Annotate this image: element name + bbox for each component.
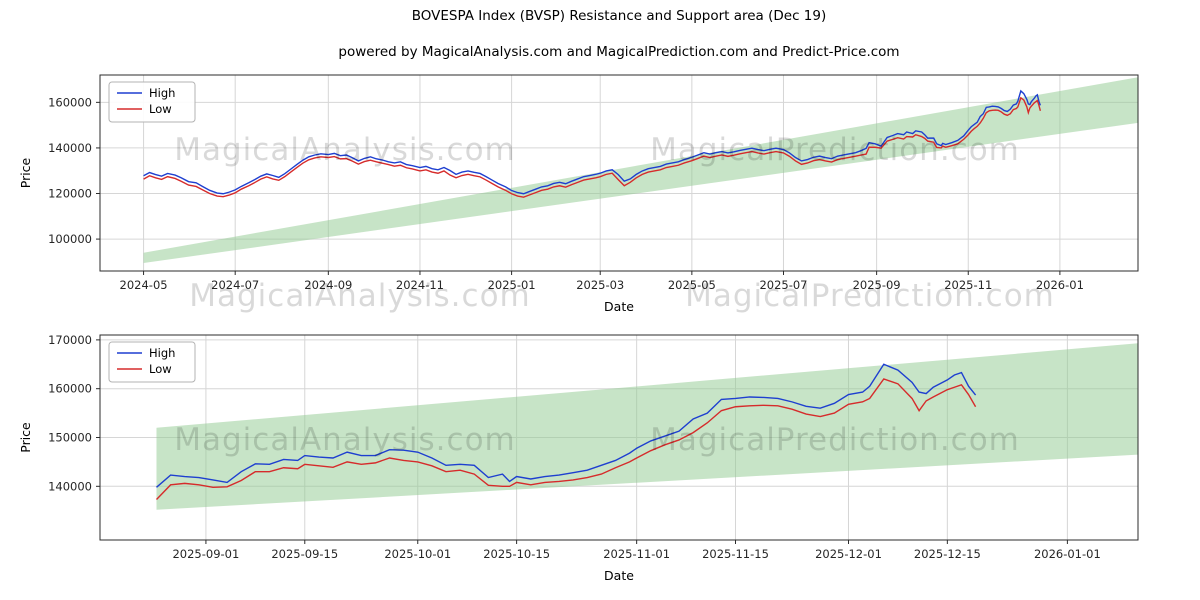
top-chart: 100000 120000 140000 160000 2024-05 2024-07 20…	[18, 74, 1139, 314]
legend: High Low	[108, 81, 196, 123]
x-tick-label: 2025-01	[488, 278, 536, 292]
x-tick-label: 2025-09	[853, 278, 901, 292]
legend-label-high: High	[149, 86, 175, 100]
legend: High Low	[108, 341, 196, 383]
x-tick-label: 2024-09	[304, 278, 352, 292]
low-line	[143, 96, 1042, 198]
legend-box	[108, 341, 196, 383]
high-line	[143, 89, 1042, 195]
bottom-chart: 140000 150000 160000 170000 2025-09-01 2025-0…	[18, 333, 1139, 583]
x-tick-label: 2024-11	[396, 278, 444, 292]
x-tick-label: 2024-05	[120, 278, 168, 292]
x-tick-label: 2026-01-01	[1034, 547, 1101, 561]
x-tick-label: 2024-07	[211, 278, 259, 292]
y-axis-label: Price	[18, 422, 33, 453]
x-tick-label: 2025-10-15	[483, 547, 550, 561]
y-tick-label: 160000	[48, 382, 92, 396]
high-line	[156, 363, 977, 488]
low-line	[155, 378, 977, 500]
x-tick-label: 2026-01	[1036, 278, 1084, 292]
x-tick-label: 2025-12-15	[914, 547, 981, 561]
x-tick-label: 2025-09-01	[172, 547, 239, 561]
legend-label-high: High	[149, 346, 175, 360]
chart-title: BOVESPA Index (BVSP) Resistance and Supp…	[411, 8, 827, 24]
legend-label-low: Low	[149, 362, 172, 376]
x-axis-label: Date	[604, 299, 634, 314]
y-tick-label: 160000	[48, 95, 92, 109]
support-resistance-band	[156, 343, 1138, 510]
x-tick-label: 2025-03	[576, 278, 624, 292]
y-tick-label: 140000	[48, 141, 92, 155]
chart-subtitle: powered by MagicalAnalysis.com and Magic…	[338, 44, 900, 60]
x-tick-label: 2025-10-01	[384, 547, 451, 561]
x-tick-label: 2025-09-15	[271, 547, 338, 561]
plot-border	[99, 74, 1139, 272]
x-tick-label: 2025-07	[759, 278, 807, 292]
x-axis-label: Date	[604, 568, 634, 583]
x-tick-label: 2025-12-01	[815, 547, 882, 561]
y-tick-label: 120000	[48, 187, 92, 201]
legend-box	[108, 81, 196, 123]
y-tick-label: 150000	[48, 431, 92, 445]
x-tick-label: 2025-05	[668, 278, 716, 292]
legend-label-low: Low	[149, 102, 172, 116]
y-axis-label: Price	[18, 157, 33, 188]
support-resistance-band	[143, 77, 1138, 264]
x-tick-label: 2025-11-01	[603, 547, 670, 561]
y-tick-label: 170000	[48, 333, 92, 347]
y-tick-label: 140000	[48, 479, 92, 493]
x-tick-label: 2025-11-15	[702, 547, 769, 561]
x-tick-label: 2025-11	[944, 278, 992, 292]
y-tick-label: 100000	[48, 232, 92, 246]
